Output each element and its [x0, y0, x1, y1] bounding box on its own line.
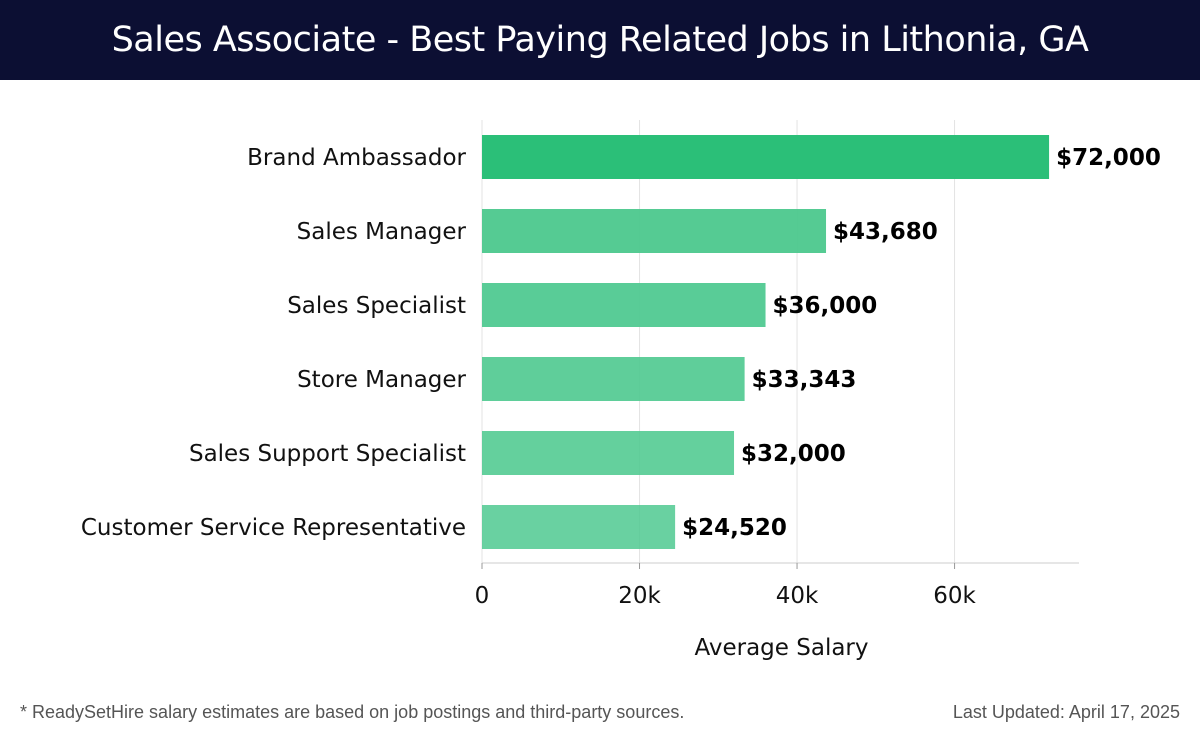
x-tick-label: 0 [475, 583, 490, 609]
category-label: Sales Specialist [287, 293, 466, 319]
page-title: Sales Associate - Best Paying Related Jo… [111, 20, 1089, 60]
x-tick-label: 20k [618, 583, 661, 609]
bar [482, 209, 827, 253]
x-tick-label: 60k [933, 583, 976, 609]
category-label: Sales Manager [297, 219, 467, 245]
x-axis-title: Average Salary [694, 635, 868, 661]
category-label: Store Manager [297, 367, 466, 393]
value-label: $72,000 [1056, 145, 1161, 171]
category-label: Customer Service Representative [81, 515, 466, 541]
value-label: $24,520 [682, 515, 787, 541]
salary-bar-chart: 0 20k 40k 60k Average Salary Brand Ambassador… [81, 120, 1161, 661]
value-label: $43,680 [833, 219, 938, 245]
bar [482, 135, 1050, 179]
bar [482, 505, 676, 549]
category-label: Sales Support Specialist [189, 441, 466, 467]
bar [482, 357, 745, 401]
last-updated: Last Updated: April 17, 2025 [952, 702, 1180, 722]
bar [482, 431, 735, 475]
value-label: $33,343 [752, 367, 857, 393]
title-banner: Sales Associate - Best Paying Related Jo… [0, 0, 1200, 80]
value-label: $36,000 [773, 293, 878, 319]
x-tick-label: 40k [776, 583, 819, 609]
category-label: Brand Ambassador [247, 145, 466, 171]
footer-note: * ReadySetHire salary estimates are base… [20, 702, 685, 722]
bar [482, 283, 766, 327]
value-label: $32,000 [741, 441, 846, 467]
